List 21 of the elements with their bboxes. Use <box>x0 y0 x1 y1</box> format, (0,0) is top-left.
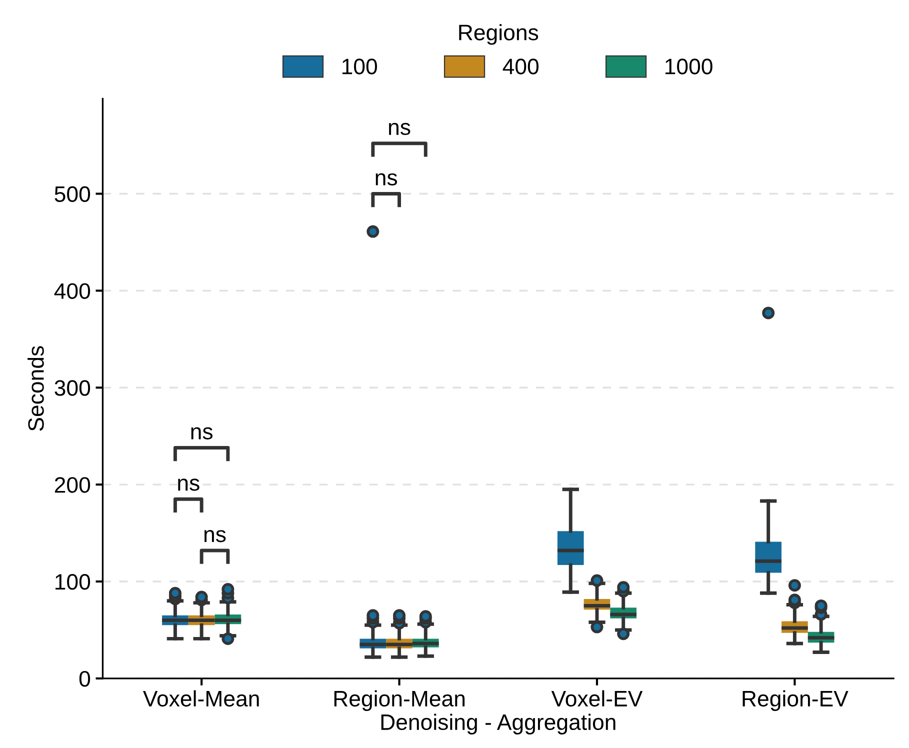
annotation: ns <box>376 173 398 186</box>
legend-label: 400 <box>502 58 539 74</box>
x-axis-title: Denoising - Aggregation <box>381 714 616 734</box>
y-tick-label: 100 <box>56 574 90 590</box>
y-tick-label: 500 <box>54 186 90 202</box>
legend-label: 100 <box>342 58 377 74</box>
x-tick-label: Voxel-Mean <box>142 690 259 707</box>
y-tick-label: 0 <box>79 670 90 687</box>
annotation: ns <box>389 122 410 136</box>
annotation: ns <box>178 478 200 491</box>
x-tick-label: Region-Mean <box>334 690 465 711</box>
legend-label: 1000 <box>666 58 712 74</box>
annotation: ns <box>204 530 226 542</box>
annotation: ns <box>191 427 213 440</box>
y-tick-label: 300 <box>54 380 90 396</box>
y-tick-label: 200 <box>54 477 90 493</box>
legend-title: Regions <box>459 24 538 45</box>
x-tick-label: Region-EV <box>742 690 848 711</box>
y-axis-title: Seconds <box>28 346 44 431</box>
x-tick-label: Voxel-EV <box>551 690 643 707</box>
y-tick-label: 400 <box>54 283 90 299</box>
